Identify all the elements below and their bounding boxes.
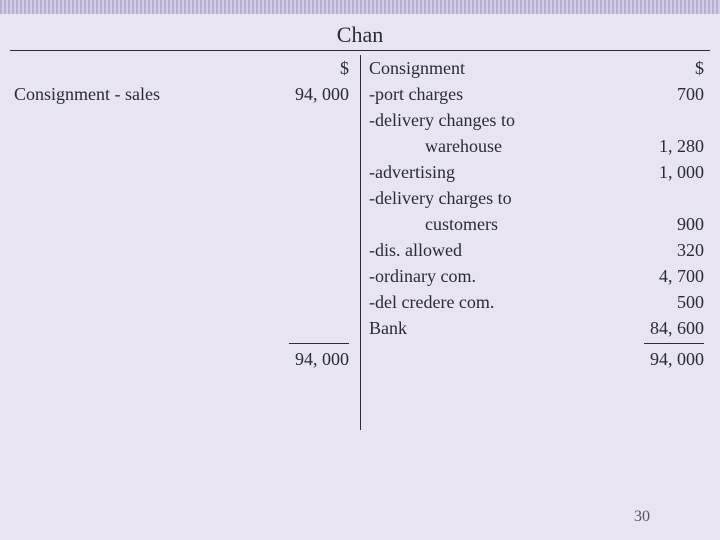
- table-row: Bank84, 600: [365, 315, 710, 341]
- row-amount: 900: [630, 214, 710, 235]
- table-row: -delivery charges to: [365, 185, 710, 211]
- row-label: -advertising: [365, 162, 630, 183]
- header-row: Consignment $: [365, 55, 710, 81]
- table-row: Consignment - sales 94, 000: [10, 81, 355, 107]
- table-row: -advertising1, 000: [365, 159, 710, 185]
- title-area: Chan: [0, 22, 720, 51]
- currency-header-left: $: [275, 58, 355, 79]
- row-label: -delivery changes to: [365, 110, 630, 131]
- header-row: $: [10, 55, 355, 81]
- table-row: -dis. allowed320: [365, 237, 710, 263]
- credit-side: Consignment $ -port charges700-delivery …: [365, 55, 710, 372]
- table-row: customers900: [365, 211, 710, 237]
- row-label: -del credere com.: [365, 292, 630, 313]
- row-amount: 94, 000: [275, 84, 355, 105]
- center-divider: [360, 55, 361, 430]
- total-row: 94, 000: [365, 346, 710, 372]
- right-total: 94, 000: [630, 349, 710, 370]
- row-label: customers: [365, 214, 630, 235]
- table-row: -del credere com.500: [365, 289, 710, 315]
- table-row: -port charges700: [365, 81, 710, 107]
- currency-header-right: $: [630, 58, 710, 79]
- table-row: -delivery changes to: [365, 107, 710, 133]
- right-rows-container: -port charges700-delivery changes toware…: [365, 81, 710, 341]
- row-amount: 1, 280: [630, 136, 710, 157]
- debit-side: $ Consignment - sales 94, 000 94, 000: [10, 55, 355, 372]
- page-title: Chan: [337, 22, 383, 50]
- row-label: -dis. allowed: [365, 240, 630, 261]
- subtotal-rule-right: [644, 343, 704, 344]
- row-amount: 1, 000: [630, 162, 710, 183]
- row-amount: 84, 600: [630, 318, 710, 339]
- row-label: warehouse: [365, 136, 630, 157]
- row-amount: 320: [630, 240, 710, 261]
- total-row: 94, 000: [10, 346, 355, 372]
- row-amount: 500: [630, 292, 710, 313]
- row-label: -port charges: [365, 84, 630, 105]
- row-label: -delivery charges to: [365, 188, 630, 209]
- table-row: warehouse1, 280: [365, 133, 710, 159]
- table-row: -ordinary com.4, 700: [365, 263, 710, 289]
- spacer: [10, 107, 355, 341]
- ledger-table: $ Consignment - sales 94, 000 94, 000 Co…: [10, 55, 710, 500]
- row-label: Bank: [365, 318, 630, 339]
- title-underline: [10, 50, 710, 51]
- page-number: 30: [634, 508, 650, 526]
- right-header-label: Consignment: [365, 58, 630, 79]
- row-label: -ordinary com.: [365, 266, 630, 287]
- subtotal-rule-left: [289, 343, 349, 344]
- left-total: 94, 000: [275, 349, 355, 370]
- row-amount: 4, 700: [630, 266, 710, 287]
- row-amount: 700: [630, 84, 710, 105]
- top-decoration: [0, 0, 720, 14]
- row-label: Consignment - sales: [10, 84, 275, 105]
